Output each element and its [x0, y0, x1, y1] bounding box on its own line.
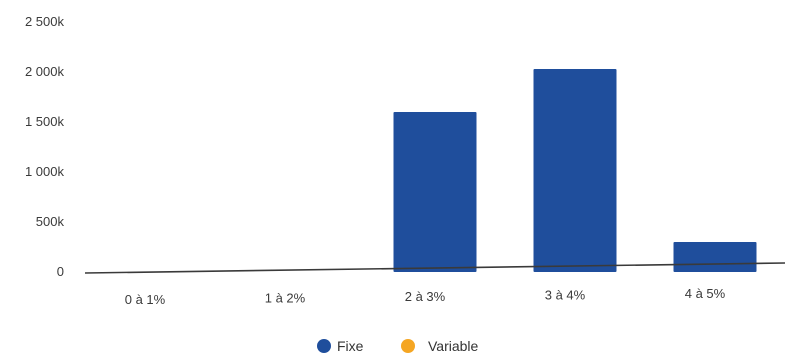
x-tick-label: 2 à 3%: [405, 289, 446, 304]
bar-fixe-4[interactable]: [673, 242, 757, 272]
y-tick-label: 1 500k: [25, 114, 65, 129]
y-tick-label: 500k: [36, 214, 65, 229]
y-tick-label: 2 000k: [25, 64, 65, 79]
x-axis-baseline: [84, 262, 785, 274]
bar-fixe-3[interactable]: [533, 69, 617, 272]
legend-item-fixe[interactable]: Fixe: [317, 338, 364, 354]
x-tick-label: 1 à 2%: [265, 291, 306, 306]
y-axis-tick-labels: 0 500k 1 000k 1 500k 2 000k 2 500k: [25, 14, 65, 279]
legend-item-variable[interactable]: Variable: [401, 338, 479, 354]
legend-label-variable: Variable: [428, 338, 479, 354]
legend-label-fixe: Fixe: [337, 338, 364, 354]
legend-marker-variable: [401, 339, 415, 353]
bar-series-group: [393, 69, 757, 272]
x-tick-label: 0 à 1%: [125, 292, 166, 307]
x-tick-label: 4 à 5%: [685, 286, 726, 301]
legend-marker-fixe: [317, 339, 331, 353]
y-tick-label: 2 500k: [25, 14, 65, 29]
x-axis-tick-labels: 0 à 1% 1 à 2% 2 à 3% 3 à 4% 4 à 5%: [125, 286, 726, 307]
bar-fixe-2[interactable]: [393, 112, 477, 272]
legend: Fixe Variable: [317, 338, 479, 354]
y-tick-label: 0: [57, 264, 64, 279]
y-tick-label: 1 000k: [25, 164, 65, 179]
x-tick-label: 3 à 4%: [545, 288, 586, 303]
